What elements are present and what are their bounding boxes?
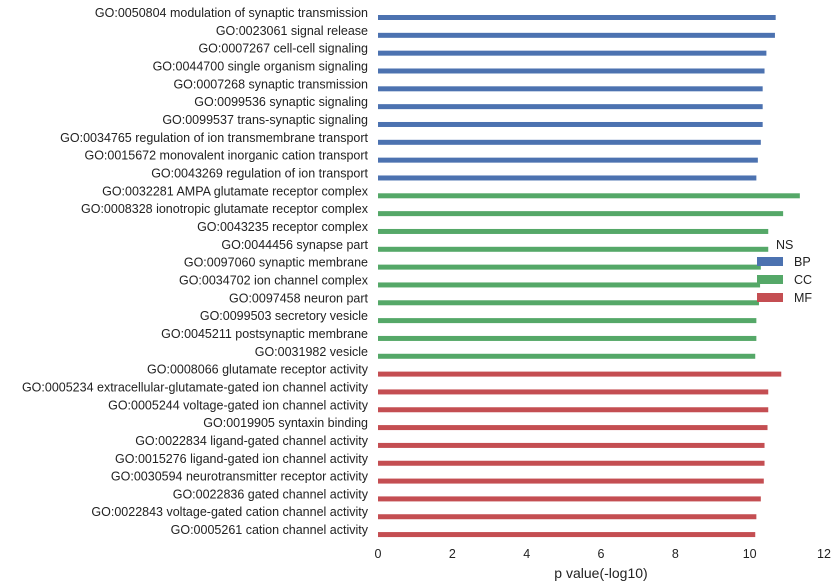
bar-mf xyxy=(378,514,757,520)
x-tick-label: 6 xyxy=(598,547,605,561)
category-label: GO:0044700 single organism signaling xyxy=(153,59,368,73)
bar-cc xyxy=(378,300,759,306)
x-tick-label: 0 xyxy=(375,547,382,561)
category-label: GO:0050804 modulation of synaptic transm… xyxy=(95,6,368,20)
bar-mf xyxy=(378,425,768,431)
category-label: GO:0008066 glutamate receptor activity xyxy=(147,363,369,377)
bar-mf xyxy=(378,371,782,377)
x-axis-title: p value(-log10) xyxy=(554,565,647,581)
bar-cc xyxy=(378,193,800,199)
category-label: GO:0099536 synaptic signaling xyxy=(194,95,368,109)
category-label: GO:0005234 extracellular-glutamate-gated… xyxy=(22,380,369,394)
category-label: GO:0045211 postsynaptic membrane xyxy=(161,327,368,341)
category-label: GO:0030594 neurotransmitter receptor act… xyxy=(111,470,369,484)
bar-cc xyxy=(378,335,757,341)
category-label: GO:0099503 secretory vesicle xyxy=(200,309,368,323)
category-label: GO:0023061 signal release xyxy=(216,24,368,38)
bar-bp xyxy=(378,121,763,127)
bar-bp xyxy=(378,86,763,92)
bar-bp xyxy=(378,139,761,145)
x-tick-label: 4 xyxy=(523,547,530,561)
category-label: GO:0007267 cell-cell signaling xyxy=(198,42,368,56)
x-tick-label: 12 xyxy=(817,547,831,561)
category-label: GO:0032281 AMPA glutamate receptor compl… xyxy=(102,184,369,198)
bar-mf xyxy=(378,532,756,538)
category-label: GO:0022834 ligand-gated channel activity xyxy=(135,434,369,448)
category-label: GO:0034765 regulation of ion transmembra… xyxy=(60,131,368,145)
category-label: GO:0043269 regulation of ion transport xyxy=(151,166,368,180)
bar-cc xyxy=(378,264,761,270)
legend-swatch-cc xyxy=(757,275,783,284)
bar-cc xyxy=(378,318,757,324)
bar-bp xyxy=(378,50,767,56)
bar-mf xyxy=(378,496,761,502)
x-tick-label: 8 xyxy=(672,547,679,561)
bar-mf xyxy=(378,442,765,448)
legend-label-cc: CC xyxy=(794,273,812,287)
category-label: GO:0008328 ionotropic glutamate receptor… xyxy=(81,202,369,216)
legend-swatch-bp xyxy=(757,257,783,266)
bar-cc xyxy=(378,353,756,359)
category-label: GO:0005244 voltage-gated ion channel act… xyxy=(108,398,369,412)
category-label: GO:0019905 syntaxin binding xyxy=(203,416,368,430)
category-label: GO:0007268 synaptic transmission xyxy=(173,77,368,91)
bar-bp xyxy=(378,15,776,20)
category-label: GO:0097060 synaptic membrane xyxy=(184,256,368,270)
bar-mf xyxy=(378,460,765,466)
legend-label-mf: MF xyxy=(794,291,812,305)
category-label: GO:0022843 voltage-gated cation channel … xyxy=(91,505,368,519)
legend: NS BP CC MF xyxy=(757,238,812,305)
bar-cc xyxy=(378,211,784,217)
category-label: GO:0044456 synapse part xyxy=(221,238,368,252)
bar-cc xyxy=(378,282,761,288)
legend-swatch-mf xyxy=(757,293,783,302)
bar-mf xyxy=(378,407,769,413)
category-label: GO:0099537 trans-synaptic signaling xyxy=(162,113,368,127)
bar-mf xyxy=(378,389,769,395)
bar-bp xyxy=(378,157,758,163)
category-label: GO:0022836 gated channel activity xyxy=(173,487,369,501)
bar-bp xyxy=(378,68,765,74)
category-label: GO:0034702 ion channel complex xyxy=(179,273,369,287)
bars-layer xyxy=(378,15,800,538)
legend-title: NS xyxy=(776,238,793,252)
legend-label-bp: BP xyxy=(794,255,811,269)
x-tick-label: 10 xyxy=(743,547,757,561)
bar-mf xyxy=(378,478,764,484)
category-label: GO:0015672 monovalent inorganic cation t… xyxy=(84,149,368,163)
category-labels: GO:0050804 modulation of synaptic transm… xyxy=(22,6,369,537)
bar-bp xyxy=(378,104,763,110)
bar-bp xyxy=(378,32,775,38)
x-axis: 0 2 4 6 8 10 12 xyxy=(375,547,831,561)
category-label: GO:0031982 vesicle xyxy=(255,345,368,359)
x-tick-label: 2 xyxy=(449,547,456,561)
legend-entries: BP CC MF xyxy=(757,255,812,305)
category-label: GO:0043235 receptor complex xyxy=(197,220,369,234)
bar-cc xyxy=(378,228,769,234)
category-label: GO:0005261 cation channel activity xyxy=(171,523,369,537)
bar-cc xyxy=(378,246,769,252)
bar-bp xyxy=(378,175,757,181)
category-label: GO:0015276 ligand-gated ion channel acti… xyxy=(115,452,369,466)
category-label: GO:0097458 neuron part xyxy=(229,291,369,305)
